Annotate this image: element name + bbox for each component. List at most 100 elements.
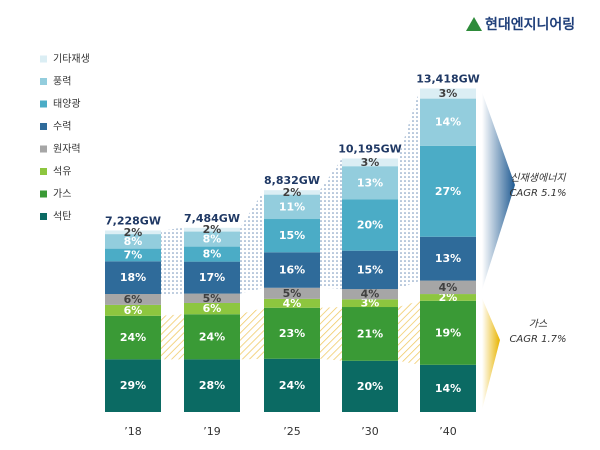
data-label: 24% bbox=[199, 330, 225, 343]
bar-segment bbox=[420, 98, 476, 146]
bar-segment bbox=[184, 314, 240, 360]
bar-segment bbox=[184, 293, 240, 303]
legend-swatch bbox=[40, 190, 47, 198]
total-label: 7,484GW bbox=[184, 212, 240, 225]
bar-segment bbox=[264, 252, 320, 288]
data-label: 5% bbox=[283, 287, 302, 300]
logo-text: 현대엔지니어링 bbox=[485, 16, 575, 33]
data-label: 6% bbox=[124, 304, 143, 317]
data-label: 14% bbox=[435, 116, 461, 129]
bar-segment bbox=[342, 166, 398, 200]
bar-segment bbox=[342, 299, 398, 308]
bar-segment bbox=[342, 199, 398, 251]
gas-band bbox=[161, 314, 184, 360]
annotation-text: CAGR 1.7% bbox=[509, 334, 566, 345]
data-label: 8% bbox=[203, 233, 222, 246]
bar-segment bbox=[105, 359, 161, 412]
x-tick-label: ’30 bbox=[361, 425, 379, 438]
bar-segment bbox=[105, 315, 161, 360]
data-label: 3% bbox=[361, 156, 380, 169]
bar-segment bbox=[420, 294, 476, 301]
legend-swatch bbox=[40, 78, 47, 85]
bar-segment bbox=[105, 261, 161, 295]
data-label: 23% bbox=[279, 327, 305, 340]
renewable-band bbox=[240, 190, 264, 294]
bar-segment bbox=[420, 364, 476, 412]
bar-segment bbox=[264, 190, 320, 195]
bands bbox=[161, 88, 420, 365]
legend-label: 풍력 bbox=[53, 76, 71, 88]
data-label: 4% bbox=[361, 288, 380, 301]
legend-swatch bbox=[40, 213, 47, 220]
data-label: 19% bbox=[435, 326, 461, 339]
data-label: 14% bbox=[435, 382, 461, 395]
data-label: 2% bbox=[203, 223, 222, 236]
data-label: 6% bbox=[124, 293, 143, 306]
bar-segment bbox=[264, 358, 320, 412]
x-tick-label: ’25 bbox=[283, 425, 301, 438]
total-label: 7,228GW bbox=[105, 214, 161, 227]
data-label: 16% bbox=[279, 264, 305, 277]
bar-segment bbox=[342, 360, 398, 412]
data-label: 3% bbox=[361, 297, 380, 310]
data-label: 2% bbox=[124, 226, 143, 239]
bar-segment bbox=[420, 236, 476, 281]
bar-segment bbox=[184, 302, 240, 315]
data-label: 4% bbox=[439, 281, 458, 294]
legend-swatch bbox=[40, 100, 47, 108]
data-label: 28% bbox=[199, 379, 225, 392]
bar-segment bbox=[105, 304, 161, 316]
legend-label: 수력 bbox=[53, 121, 71, 133]
bar-segment bbox=[184, 261, 240, 294]
data-label: 8% bbox=[124, 235, 143, 248]
renewable-band bbox=[161, 227, 184, 295]
arrow bbox=[482, 92, 515, 290]
data-label: 8% bbox=[203, 248, 222, 261]
logo-icon bbox=[466, 17, 482, 31]
gas-band bbox=[320, 307, 342, 361]
data-label: 15% bbox=[279, 229, 305, 242]
gas-band bbox=[398, 300, 420, 365]
bar-segment bbox=[105, 234, 161, 249]
legend-label: 원자력 bbox=[53, 143, 81, 155]
data-label: 21% bbox=[357, 327, 383, 340]
data-label: 15% bbox=[357, 263, 383, 276]
legend-swatch bbox=[40, 55, 47, 63]
data-label: 27% bbox=[435, 185, 461, 198]
data-label: 13% bbox=[357, 176, 383, 189]
data-label: 24% bbox=[120, 331, 146, 344]
data-label: 5% bbox=[203, 292, 222, 305]
bar-segment bbox=[264, 287, 320, 299]
legend-swatch bbox=[40, 123, 47, 130]
data-label: 3% bbox=[439, 87, 458, 100]
x-tick-label: ’18 bbox=[124, 425, 142, 438]
data-label: 13% bbox=[435, 252, 461, 265]
bar-segment bbox=[342, 307, 398, 361]
data-label: 11% bbox=[279, 200, 305, 213]
bar-segment bbox=[420, 280, 476, 295]
bar-segment bbox=[342, 158, 398, 167]
data-label: 17% bbox=[199, 271, 225, 284]
gas-band bbox=[240, 307, 264, 360]
data-label: 6% bbox=[203, 302, 222, 315]
annotation-title: 신재생에너지 bbox=[510, 172, 566, 184]
total-label: 10,195GW bbox=[338, 143, 402, 156]
bar-segment bbox=[420, 300, 476, 365]
total-label: 13,418GW bbox=[416, 72, 480, 85]
bar-segment bbox=[184, 246, 240, 262]
bar-segment bbox=[105, 294, 161, 305]
data-label: 20% bbox=[357, 219, 383, 232]
bar-segment bbox=[264, 298, 320, 308]
legend-label: 석탄 bbox=[53, 211, 71, 223]
renewable-band bbox=[320, 158, 342, 290]
annotation-text: CAGR 5.1% bbox=[509, 188, 566, 199]
data-label: 24% bbox=[279, 379, 305, 392]
bar-segment bbox=[342, 289, 398, 300]
total-label: 8,832GW bbox=[264, 174, 320, 187]
data-label: 2% bbox=[283, 186, 302, 199]
logo: 현대엔지니어링 bbox=[466, 16, 575, 33]
bars: 29%24%6%6%18%7%8%2%7,228GW’1828%24%6%5%1… bbox=[105, 72, 480, 438]
annotation-title: 가스 bbox=[529, 318, 548, 330]
bar-segment bbox=[184, 231, 240, 247]
